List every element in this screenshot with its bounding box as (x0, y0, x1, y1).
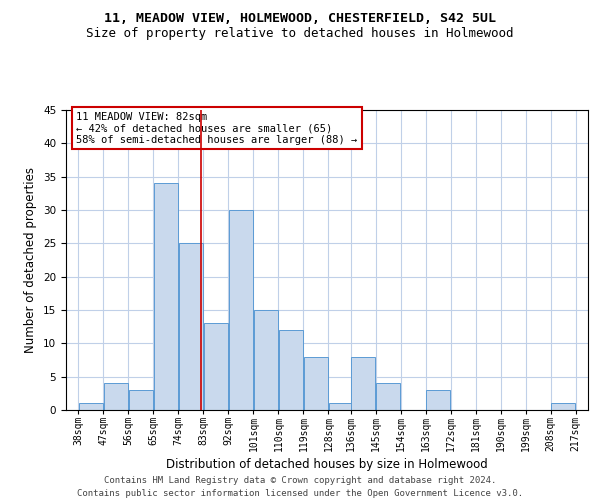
Bar (279, 330, 303, 410)
Text: 11 MEADOW VIEW: 82sqm
← 42% of detached houses are smaller (65)
58% of semi-deta: 11 MEADOW VIEW: 82sqm ← 42% of detached … (76, 112, 358, 144)
Bar (426, 390, 450, 410)
Bar (254, 310, 278, 410)
Bar (129, 390, 153, 410)
Bar (304, 356, 328, 410)
Bar (154, 184, 178, 410)
Bar (551, 404, 575, 410)
X-axis label: Distribution of detached houses by size in Holmewood: Distribution of detached houses by size … (166, 458, 488, 471)
Bar (104, 384, 128, 410)
Text: 11, MEADOW VIEW, HOLMEWOOD, CHESTERFIELD, S42 5UL: 11, MEADOW VIEW, HOLMEWOOD, CHESTERFIELD… (104, 12, 496, 26)
Text: Size of property relative to detached houses in Holmewood: Size of property relative to detached ho… (86, 28, 514, 40)
Bar (229, 210, 253, 410)
Bar (351, 356, 375, 410)
Bar (329, 404, 353, 410)
Text: Contains HM Land Registry data © Crown copyright and database right 2024.
Contai: Contains HM Land Registry data © Crown c… (77, 476, 523, 498)
Bar (179, 244, 203, 410)
Bar (79, 404, 103, 410)
Y-axis label: Number of detached properties: Number of detached properties (25, 167, 37, 353)
Bar (204, 324, 228, 410)
Bar (376, 384, 400, 410)
